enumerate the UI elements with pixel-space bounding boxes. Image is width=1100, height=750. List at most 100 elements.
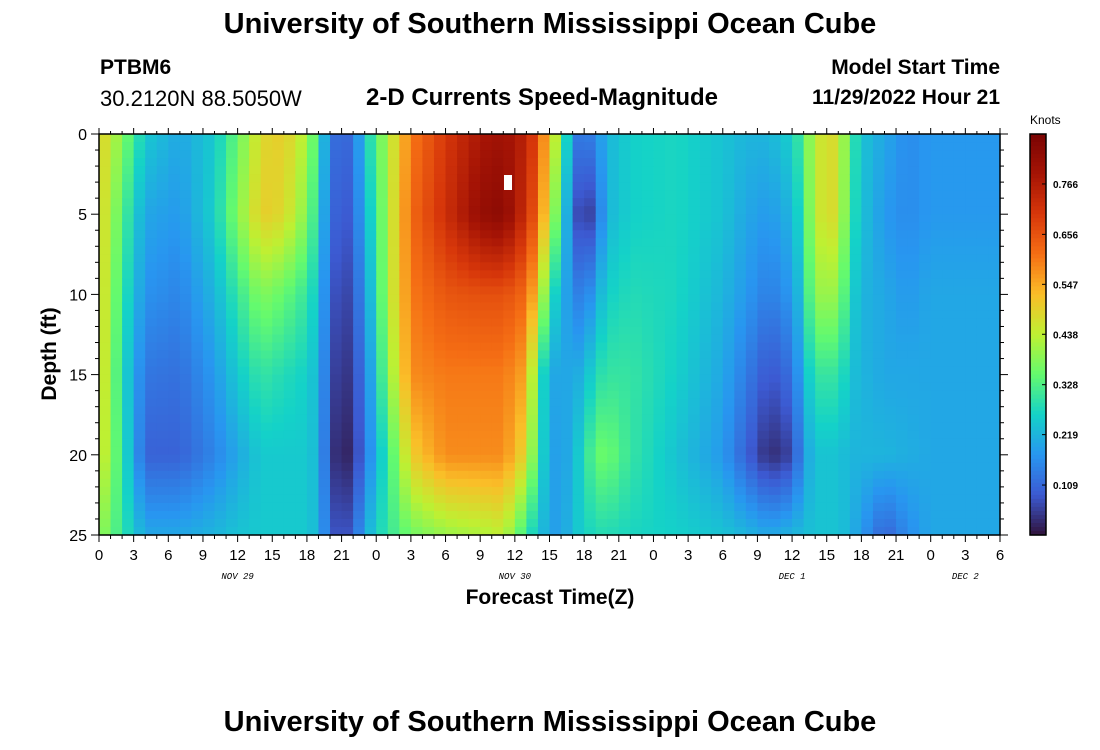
heatmap-cell [665, 334, 678, 344]
heatmap-cell [630, 438, 643, 448]
heatmap-cell [168, 422, 181, 432]
heatmap-cell [399, 358, 412, 368]
heatmap-cell [780, 350, 793, 360]
heatmap-cell [526, 150, 539, 159]
heatmap-cell [965, 478, 978, 488]
heatmap-cell [237, 278, 250, 287]
heatmap-cell [526, 342, 539, 352]
heatmap-cell [665, 302, 678, 312]
heatmap-cell [630, 526, 643, 536]
colorbar-segment [1030, 134, 1046, 139]
colorbar-segment [1030, 282, 1046, 287]
heatmap-cell [468, 398, 481, 408]
heatmap-cell [630, 382, 643, 392]
heatmap-cell [618, 166, 631, 175]
heatmap-cell [468, 302, 481, 312]
heatmap-cell [745, 286, 759, 295]
heatmap-cell [572, 262, 585, 271]
heatmap-cell [318, 206, 331, 215]
heatmap-cell [410, 214, 424, 223]
heatmap-cell [214, 294, 227, 304]
heatmap-cell [133, 222, 146, 231]
heatmap-cell [815, 358, 828, 368]
heatmap-cell [237, 398, 250, 408]
heatmap-cell [815, 310, 828, 320]
heatmap-cell [422, 350, 435, 360]
heatmap-cell [988, 342, 1001, 352]
heatmap-cell [607, 254, 620, 263]
heatmap-cell [272, 502, 285, 512]
heatmap-cell [757, 438, 770, 448]
heatmap-cell [549, 198, 562, 207]
heatmap-cell [99, 302, 112, 312]
heatmap-cell [179, 254, 193, 263]
heatmap-cell [214, 302, 227, 312]
heatmap-cell [122, 134, 135, 143]
heatmap-cell [191, 206, 204, 215]
x-tick-label: 3 [129, 547, 137, 564]
heatmap-cell [306, 214, 320, 223]
heatmap-cell [330, 358, 343, 368]
heatmap-cell [145, 494, 158, 504]
heatmap-cell [399, 222, 412, 231]
heatmap-cell [953, 494, 966, 504]
colorbar-segment [1030, 526, 1046, 532]
heatmap-cell [572, 518, 585, 528]
heatmap-cell [838, 246, 851, 255]
heatmap-cell [399, 326, 412, 336]
heatmap-cell [665, 478, 678, 488]
heatmap-cell [838, 158, 851, 167]
colorbar-segment [1030, 466, 1046, 472]
heatmap-cell [907, 150, 920, 159]
heatmap-cell [110, 470, 123, 480]
heatmap-cell [168, 334, 181, 344]
heatmap-cell [734, 142, 747, 151]
heatmap-cell [826, 454, 839, 464]
heatmap-cell [318, 366, 331, 376]
heatmap-cell [699, 222, 712, 231]
heatmap-cell [907, 390, 920, 400]
heatmap-cell [618, 486, 631, 496]
heatmap-cell [341, 166, 354, 175]
heatmap-cell [584, 310, 597, 320]
heatmap-cell [930, 142, 943, 151]
heatmap-cell [919, 510, 932, 520]
heatmap-cell [272, 342, 285, 352]
heatmap-cell [665, 382, 678, 392]
heatmap-cell [480, 302, 493, 312]
heatmap-cell [283, 190, 296, 199]
heatmap-cell [688, 422, 701, 432]
heatmap-cell [168, 494, 181, 504]
heatmap-cell [826, 302, 839, 312]
heatmap-cell [526, 214, 539, 223]
heatmap-cell [422, 494, 435, 504]
heatmap-cell [572, 398, 585, 408]
heatmap-cell [260, 198, 273, 207]
heatmap-cell [110, 222, 123, 231]
heatmap-cell [653, 478, 666, 488]
heatmap-cell [514, 446, 527, 456]
heatmap-cell [907, 486, 920, 496]
colorbar-segment [1030, 146, 1046, 151]
heatmap-cell [607, 526, 620, 536]
heatmap-cell [133, 310, 146, 320]
heatmap-cell [757, 318, 770, 328]
heatmap-cell [792, 302, 805, 312]
heatmap-cell [676, 150, 689, 159]
heatmap-cell [722, 454, 735, 464]
heatmap-cell [491, 374, 504, 384]
heatmap-cell [838, 486, 851, 496]
heatmap-cell [595, 310, 608, 320]
heatmap-cell [919, 470, 932, 480]
heatmap-cell [237, 510, 250, 520]
heatmap-cell [711, 414, 724, 424]
colorbar-segment [1030, 490, 1046, 496]
heatmap-cell [457, 422, 470, 432]
heatmap-cell [722, 326, 735, 336]
heatmap-cell [838, 350, 851, 360]
heatmap-cell [376, 510, 389, 520]
heatmap-cell [711, 198, 724, 207]
heatmap-cell [353, 478, 366, 488]
heatmap-cell [226, 510, 239, 520]
heatmap-cell [168, 430, 181, 440]
